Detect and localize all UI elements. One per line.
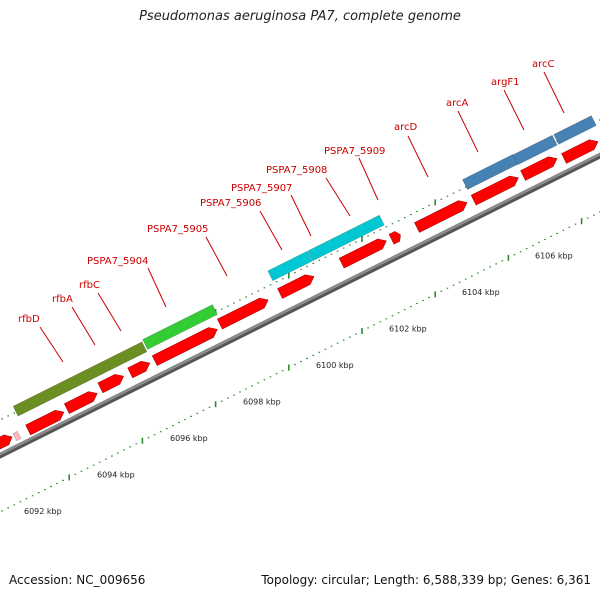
gene-leader-line <box>259 210 283 251</box>
gene-label: rfbC <box>79 280 100 291</box>
cds-arrow <box>338 238 387 269</box>
cds-arrow <box>561 139 599 164</box>
backbone-shadow <box>0 153 600 459</box>
gene-label: rfbA <box>52 294 73 305</box>
cds-arrow-shape <box>151 327 218 366</box>
scale-label-kbp: 6096 kbp <box>170 434 208 443</box>
steelblue-feature-block-shape <box>512 134 558 166</box>
cds-arrow-shape <box>561 139 599 164</box>
cds-arrow <box>414 200 468 233</box>
gene-leader-line <box>147 267 167 308</box>
cds-arrow-shape <box>63 391 98 414</box>
green-feature-block-shape <box>142 304 218 350</box>
gene-leader-line <box>503 89 525 131</box>
scale-label-kbp: 6098 kbp <box>243 398 281 407</box>
gene-leader-line <box>457 110 479 153</box>
gene-label: PSPA7_5909 <box>324 146 385 157</box>
cds-arrow <box>25 410 65 436</box>
cds-arrow-shape <box>127 361 151 379</box>
gene-label: PSPA7_5906 <box>200 198 261 209</box>
gene-leader-line <box>290 194 312 237</box>
cds-arrow-shape <box>388 231 401 245</box>
gene-leader-line <box>325 177 351 217</box>
pink-feature-block <box>12 430 22 442</box>
gene-leader-line <box>543 71 565 114</box>
green-feature-block <box>142 304 218 350</box>
cds-arrow-shape <box>217 297 269 330</box>
gene-leader-line <box>358 157 379 201</box>
cds-arrow <box>470 175 519 206</box>
scale-label-kbp: 6104 kbp <box>462 288 500 297</box>
gene-leader-line <box>71 306 96 346</box>
gene-leader-line <box>205 236 228 277</box>
cds-arrow <box>127 361 151 379</box>
cds-arrow-shape <box>338 238 387 269</box>
backbone-line <box>0 152 600 456</box>
scale-label-kbp: 6094 kbp <box>97 471 135 480</box>
scale-label-kbp: 6100 kbp <box>316 361 354 370</box>
steelblue-feature-block-shape <box>462 154 518 190</box>
gene-label: arcA <box>446 98 469 109</box>
cds-arrow <box>0 434 13 451</box>
cyan-feature-block-shape <box>307 214 385 262</box>
cds-arrow-shape <box>520 156 558 181</box>
cds-arrow <box>97 374 124 394</box>
scale-label-kbp: 6102 kbp <box>389 325 427 334</box>
cds-arrow-shape <box>25 410 65 436</box>
scale-labels: 6092 kbp 6094 kbp 6096 kbp 6098 kbp 6100 kbp… <box>24 252 573 517</box>
olive-feature-block <box>12 341 148 417</box>
scale-label-kbp: 6106 kbp <box>535 252 573 261</box>
pink-feature-block-shape <box>12 430 22 442</box>
cds-arrow-shape <box>97 374 124 394</box>
accession-label: Accession: NC_009656 <box>9 573 146 587</box>
gene-leader-line <box>97 292 122 332</box>
cds-arrow <box>151 327 218 366</box>
gene-label: rfbD <box>18 314 40 325</box>
gene-leader-line <box>39 326 64 363</box>
steelblue-feature-block <box>462 154 518 190</box>
cds-arrow <box>277 274 315 299</box>
cyan-feature-block-shape <box>267 250 313 282</box>
cds-arrow-shape <box>470 175 519 206</box>
gene-leader-line <box>407 135 429 178</box>
gene-label: PSPA7_5907 <box>231 183 292 194</box>
cds-arrow <box>388 231 401 245</box>
cds-arrow <box>520 156 558 181</box>
scale-label-kbp: 6092 kbp <box>24 507 62 516</box>
steelblue-feature-block-shape <box>553 115 597 145</box>
steelblue-feature-block <box>553 115 597 145</box>
cds-arrow-shape <box>414 200 468 233</box>
gene-label: PSPA7_5904 <box>87 256 148 267</box>
gene-label: PSPA7_5908 <box>266 165 327 176</box>
cyan-feature-block <box>267 250 313 282</box>
olive-feature-block-shape <box>12 341 148 417</box>
gene-label: PSPA7_5905 <box>147 224 208 235</box>
gene-callouts: rfbD rfbA rfbC PSPA7_5904 PSPA7_5905 PSPA7_59… <box>18 59 565 363</box>
genome-backbone <box>0 152 600 459</box>
cds-arrow-shape <box>0 434 13 451</box>
gene-label: argF1 <box>491 77 520 88</box>
steelblue-feature-block <box>512 134 558 166</box>
cds-arrow <box>63 391 98 414</box>
topology-label: Topology: circular; Length: 6,588,339 bp… <box>261 573 591 587</box>
cyan-feature-block <box>307 214 385 262</box>
cds-arrow-shape <box>277 274 315 299</box>
feature-track <box>0 115 599 451</box>
gene-label: arcD <box>394 122 418 133</box>
cds-arrow <box>217 297 269 330</box>
map-title: Pseudomonas aeruginosa PA7, complete gen… <box>139 9 461 24</box>
gene-label: arcC <box>532 59 555 70</box>
